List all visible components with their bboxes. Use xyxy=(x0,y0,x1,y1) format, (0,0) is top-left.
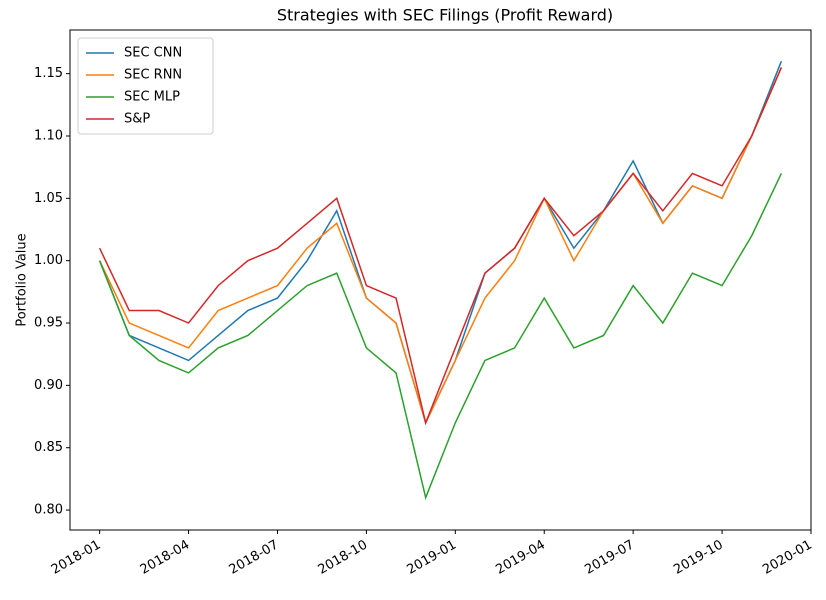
series-line xyxy=(98,67,783,426)
y-tick-label: 1.10 xyxy=(34,128,63,143)
x-tick-label: 2018-01 xyxy=(49,538,104,578)
legend-label: SEC MLP xyxy=(124,90,180,105)
x-tick-label: 2018-07 xyxy=(227,538,282,578)
y-tick-label: 0.80 xyxy=(34,503,63,518)
legend-label: S&P xyxy=(124,112,150,127)
chart-title: Strategies with SEC Filings (Profit Rewa… xyxy=(277,6,613,25)
legend-label: SEC CNN xyxy=(124,46,182,61)
plot-frame xyxy=(69,29,812,531)
x-tick-label: 2019-01 xyxy=(405,538,460,578)
x-tick-label: 2018-10 xyxy=(316,538,371,578)
y-tick-label: 1.05 xyxy=(34,191,63,206)
y-axis-label: Portfolio Value xyxy=(15,233,30,326)
y-tick-label: 1.00 xyxy=(34,253,63,268)
series-line xyxy=(98,67,783,425)
series-line xyxy=(98,173,783,501)
legend-box xyxy=(77,37,214,135)
x-tick-label: 2019-10 xyxy=(671,538,726,578)
x-tick-label: 2019-04 xyxy=(493,538,548,578)
y-tick-label: 0.95 xyxy=(34,316,63,331)
x-tick-label: 2020-01 xyxy=(760,538,815,578)
x-tick-label: 2019-07 xyxy=(582,538,637,578)
y-tick-label: 0.90 xyxy=(34,378,63,393)
legend-label: SEC RNN xyxy=(124,68,182,83)
legend: SEC CNN SEC RNN SEC MLP S&P xyxy=(77,37,214,135)
y-tick-label: 0.85 xyxy=(34,440,63,455)
y-tick-label: 1.15 xyxy=(34,66,63,81)
x-tick-label: 2018-04 xyxy=(138,538,193,578)
